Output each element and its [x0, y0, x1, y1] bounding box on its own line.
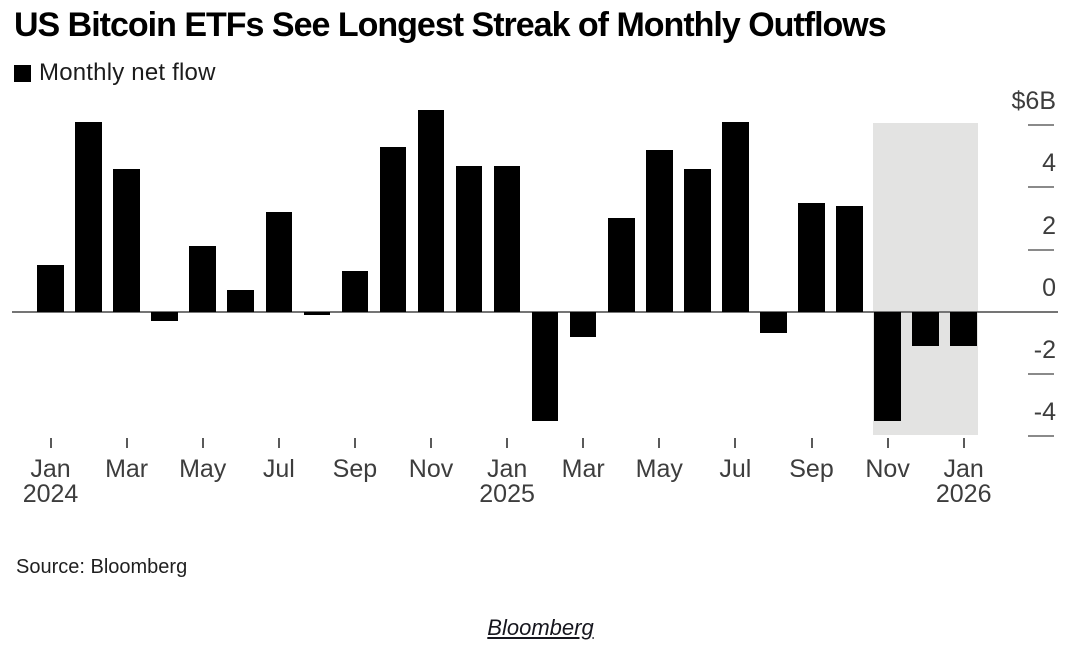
bar-oct-2024: [379, 146, 407, 312]
y-axis-tick: [1028, 124, 1054, 127]
x-axis-tick: [582, 437, 585, 448]
x-axis-label: Sep: [789, 455, 834, 483]
bar-nov-2025: [874, 311, 901, 421]
bar-jan-2025: [493, 165, 521, 312]
chart-title: US Bitcoin ETFs See Longest Streak of Mo…: [14, 6, 887, 44]
bar-apr-2024: [151, 311, 178, 322]
x-axis-tick: [886, 437, 889, 448]
caption-row: Bloomberg: [0, 615, 1081, 641]
legend: Monthly net flow: [14, 59, 216, 87]
bar-dec-2025: [912, 311, 939, 346]
bar-dec-2024: [455, 165, 483, 312]
x-axis-tick: [962, 437, 965, 448]
bar-mar-2025: [569, 311, 597, 337]
x-axis-label: Mar: [561, 455, 605, 483]
bar-may-2024: [189, 246, 216, 312]
bar-apr-2025: [607, 218, 635, 312]
bar-jan-2026: [950, 311, 977, 346]
x-axis-tick: [430, 437, 432, 448]
x-axis-label: Jul: [262, 455, 295, 483]
x-axis-tick: [201, 437, 204, 448]
bar-feb-2025: [531, 311, 559, 421]
y-axis-tick: [1028, 435, 1054, 438]
caption-link[interactable]: Bloomberg: [487, 615, 594, 640]
x-axis-label: May: [179, 455, 227, 483]
source-note: Source: Bloomberg: [16, 556, 188, 578]
x-axis-tick: [125, 437, 128, 448]
x-axis-tick: [810, 437, 813, 448]
bar-mar-2024: [113, 168, 140, 312]
x-axis-tick: [277, 437, 280, 448]
x-axis-tick: [734, 437, 737, 448]
bar-may-2025: [646, 149, 673, 312]
x-axis-tick: [49, 437, 52, 448]
x-axis-year-label: 2026: [935, 480, 992, 508]
x-axis-label: Jan: [486, 455, 528, 483]
bar-jan-2024: [37, 265, 64, 312]
y-axis-label: 4: [1042, 149, 1056, 178]
y-axis-label: $6B: [1011, 87, 1056, 116]
legend-label: Monthly net flow: [39, 59, 216, 86]
x-axis-label: Sep: [332, 455, 378, 483]
bar-jun-2025: [684, 168, 711, 312]
bar-sep-2024: [341, 271, 369, 312]
bar-oct-2025: [836, 205, 863, 312]
y-axis-label: -2: [1033, 335, 1056, 364]
bar-feb-2024: [75, 121, 102, 312]
x-axis-tick: [506, 437, 509, 448]
x-axis-label: Mar: [105, 455, 149, 483]
y-axis-label: 0: [1042, 273, 1056, 302]
x-axis-year-label: 2024: [22, 480, 79, 508]
x-axis-label: May: [635, 455, 683, 483]
x-axis-tick: [658, 437, 661, 448]
bar-jun-2024: [227, 289, 255, 312]
x-axis-label: Jan: [30, 455, 71, 483]
x-axis-tick: [353, 437, 356, 448]
x-axis-label: Jan: [943, 455, 984, 483]
bar-nov-2024: [417, 109, 445, 312]
legend-swatch-icon: [14, 64, 31, 82]
x-axis-label: Nov: [865, 455, 910, 483]
bar-jul-2024: [265, 212, 293, 312]
x-axis-label: Nov: [408, 455, 454, 483]
bar-jul-2025: [722, 121, 749, 312]
bar-sep-2025: [798, 202, 825, 312]
bar-aug-2025: [760, 311, 787, 334]
y-axis-tick: [1028, 372, 1054, 375]
y-axis-tick: [1028, 248, 1054, 251]
x-axis-year-label: 2025: [479, 480, 535, 508]
x-axis-label: Jul: [719, 455, 752, 483]
y-axis-label: -4: [1033, 398, 1056, 427]
y-axis-label: 2: [1042, 211, 1056, 240]
y-axis-tick: [1028, 186, 1054, 189]
bar-aug-2024: [303, 311, 331, 315]
